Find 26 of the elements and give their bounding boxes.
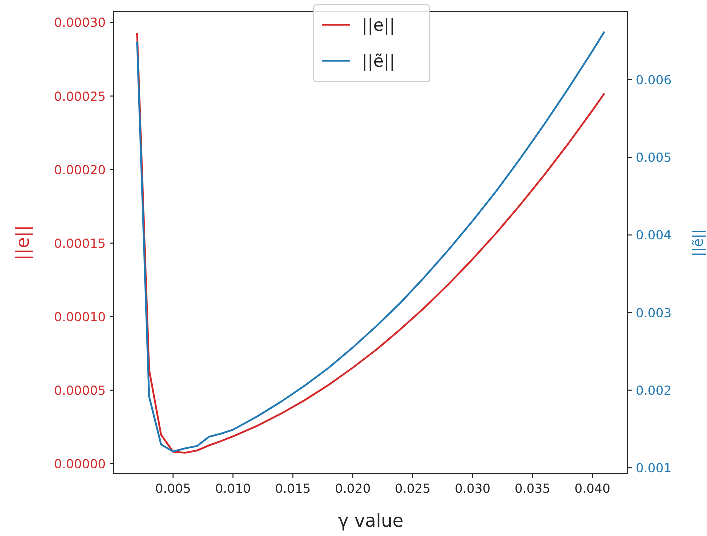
y2-tick-label: 0.003: [636, 305, 672, 320]
x-tick-label: 0.030: [454, 481, 491, 496]
y2-tick-label: 0.002: [636, 382, 672, 398]
y-tick-label: 0.00005: [54, 382, 106, 398]
legend-label: ||e||: [362, 16, 396, 36]
legend-label: ||ẽ||: [362, 52, 396, 72]
x-axis-title: γ value: [338, 511, 404, 532]
x-tick-label: 0.040: [574, 481, 611, 496]
y-tick-label: 0.00010: [54, 309, 106, 324]
y-tick-label: 0.00020: [54, 162, 106, 178]
x-tick-label: 0.020: [335, 481, 371, 496]
x-tick-label: 0.005: [155, 481, 192, 496]
y2-axis-title: ||ẽ||: [691, 229, 707, 257]
x-tick-label: 0.010: [215, 481, 252, 496]
y-axis-title: ||e||: [13, 225, 34, 261]
y2-tick-label: 0.006: [636, 72, 672, 88]
y2-tick-label: 0.005: [636, 150, 672, 166]
y-tick-label: 0.00015: [54, 236, 106, 251]
y-tick-label: 0.00025: [54, 88, 106, 104]
x-tick-label: 0.035: [514, 481, 551, 496]
x-tick-label: 0.025: [395, 481, 431, 496]
y-tick-label: 0.00030: [54, 15, 106, 30]
x-tick-label: 0.015: [275, 481, 312, 496]
y-tick-label: 0.00000: [54, 456, 106, 472]
y2-tick-label: 0.004: [636, 228, 672, 243]
y2-tick-label: 0.001: [636, 460, 672, 476]
